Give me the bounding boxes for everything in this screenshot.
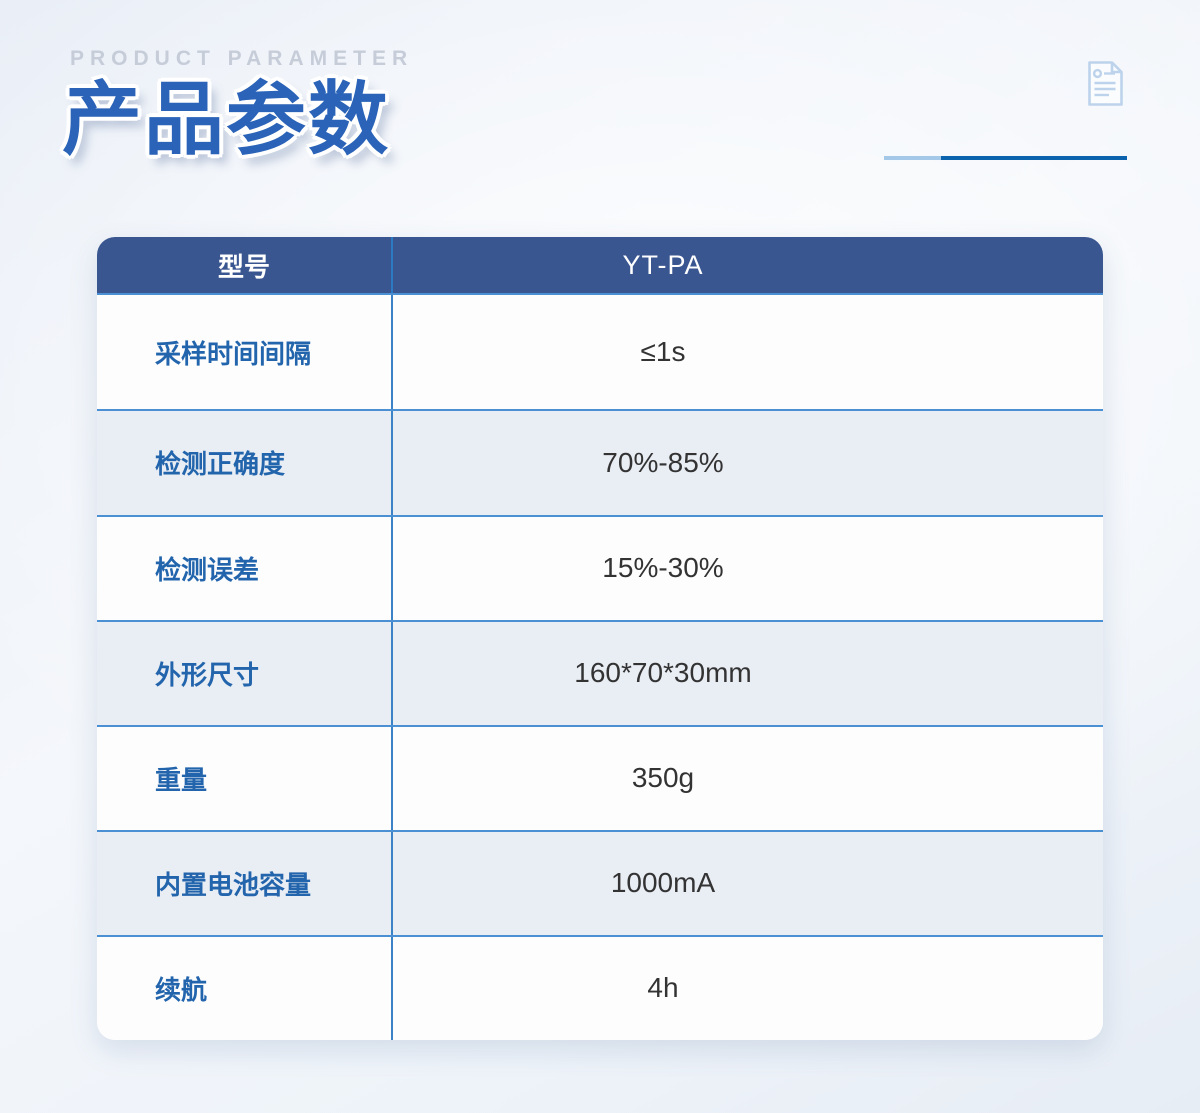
table-row: 检测误差 15%-30% xyxy=(97,514,1103,620)
table-row: 采样时间间隔 ≤1s xyxy=(97,293,1103,410)
eyebrow-text: PRODUCT PARAMETER xyxy=(70,47,414,70)
spec-label: 检测正确度 xyxy=(97,411,393,515)
spec-label: 内置电池容量 xyxy=(97,831,393,935)
spec-table: 型号 YT-PA 采样时间间隔 ≤1s 检测正确度 70%-85% 检测误差 1… xyxy=(97,237,1103,1040)
table-row: 外形尺寸 160*70*30mm xyxy=(97,619,1103,725)
spec-value: 70%-85% xyxy=(602,446,724,478)
spec-value: 4h xyxy=(647,972,679,1004)
spec-value: 1000mA xyxy=(610,867,716,899)
spec-value: 350g xyxy=(631,762,695,794)
document-icon xyxy=(1086,60,1124,107)
table-row: 重量 350g xyxy=(97,724,1103,830)
table-row: 内置电池容量 1000mA xyxy=(97,829,1103,935)
model-header-label: 型号 xyxy=(97,237,393,293)
spec-value: 160*70*30mm xyxy=(574,657,752,689)
spec-label: 采样时间间隔 xyxy=(97,295,393,410)
spec-value: 15%-30% xyxy=(602,552,724,584)
page-title: 产品参数 xyxy=(62,75,390,164)
table-row: 检测正确度 70%-85% xyxy=(97,409,1103,515)
model-header-value: YT-PA xyxy=(622,249,704,280)
accent-line-dark xyxy=(941,156,1127,160)
spec-label: 检测误差 xyxy=(97,516,393,620)
spec-label: 外形尺寸 xyxy=(97,621,393,725)
accent-line-light xyxy=(884,156,941,160)
spec-label: 续航 xyxy=(97,936,393,1040)
spec-table-body: 采样时间间隔 ≤1s 检测正确度 70%-85% 检测误差 15%-30% 外形… xyxy=(97,293,1103,1040)
spec-value: ≤1s xyxy=(640,336,686,368)
table-row: 续航 4h xyxy=(97,934,1103,1040)
spec-label: 重量 xyxy=(97,726,393,830)
spec-table-header-row: 型号 YT-PA xyxy=(97,237,1103,293)
